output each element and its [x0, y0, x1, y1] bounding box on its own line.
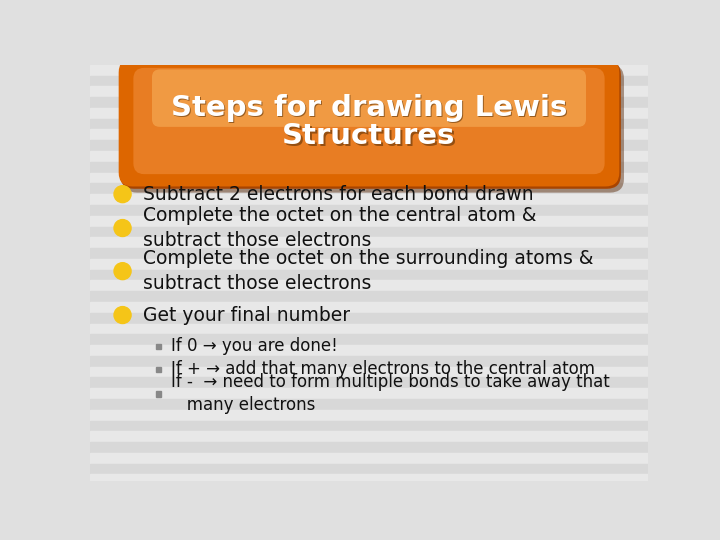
Bar [156, 367, 161, 372]
Bar [90, 130, 648, 140]
Text: Complete the octet on the central atom &
subtract those electrons: Complete the octet on the central atom &… [143, 206, 536, 250]
Bar [90, 194, 648, 205]
Circle shape [114, 262, 131, 280]
Bar [90, 226, 648, 237]
Bar [90, 76, 648, 86]
Bar [90, 65, 648, 76]
Bar [90, 431, 648, 442]
Bar [90, 173, 648, 184]
Bar [90, 399, 648, 410]
Bar [90, 302, 648, 313]
Bar [90, 464, 648, 475]
Bar [90, 259, 648, 269]
Circle shape [114, 220, 131, 237]
Bar [90, 97, 648, 108]
Text: If 0 → you are done!: If 0 → you are done! [171, 337, 338, 355]
Text: Get your final number: Get your final number [143, 306, 350, 325]
Bar [90, 237, 648, 248]
Bar [90, 388, 648, 399]
Bar [90, 269, 648, 280]
FancyBboxPatch shape [123, 65, 624, 193]
Bar [90, 280, 648, 291]
Bar [156, 392, 161, 397]
FancyBboxPatch shape [133, 68, 605, 174]
Bar [90, 119, 648, 130]
Text: Structures: Structures [282, 123, 456, 151]
Bar [90, 421, 648, 431]
Bar [90, 453, 648, 464]
Text: If -  → need to form multiple bonds to take away that
   many electrons: If - → need to form multiple bonds to ta… [171, 373, 610, 414]
Bar [90, 291, 648, 302]
FancyBboxPatch shape [119, 59, 619, 186]
Bar [90, 356, 648, 367]
Text: Structures: Structures [284, 124, 457, 152]
Bar [90, 410, 648, 421]
Bar [90, 184, 648, 194]
Bar [90, 377, 648, 388]
Bar [90, 475, 648, 485]
Bar [90, 215, 648, 226]
Bar [90, 334, 648, 345]
Bar [90, 345, 648, 356]
Bar [90, 108, 648, 119]
FancyBboxPatch shape [152, 70, 586, 127]
Bar [90, 485, 648, 496]
Circle shape [114, 307, 131, 323]
Bar [90, 442, 648, 453]
Text: Subtract 2 electrons for each bond drawn: Subtract 2 electrons for each bond drawn [143, 185, 534, 204]
Bar [90, 323, 648, 334]
Text: Steps for drawing Lewis: Steps for drawing Lewis [171, 94, 567, 122]
FancyBboxPatch shape [120, 61, 621, 189]
Circle shape [114, 186, 131, 202]
Bar [156, 343, 161, 349]
Bar [90, 248, 648, 259]
Text: If + → add that many electrons to the central atom: If + → add that many electrons to the ce… [171, 360, 595, 378]
Bar [90, 140, 648, 151]
Text: Steps for drawing Lewis: Steps for drawing Lewis [172, 96, 569, 124]
Bar [90, 205, 648, 215]
Bar [90, 162, 648, 173]
Bar [90, 367, 648, 377]
Bar [90, 151, 648, 162]
Bar [90, 86, 648, 97]
Text: Complete the octet on the surrounding atoms &
subtract those electrons: Complete the octet on the surrounding at… [143, 249, 593, 293]
Bar [90, 313, 648, 323]
